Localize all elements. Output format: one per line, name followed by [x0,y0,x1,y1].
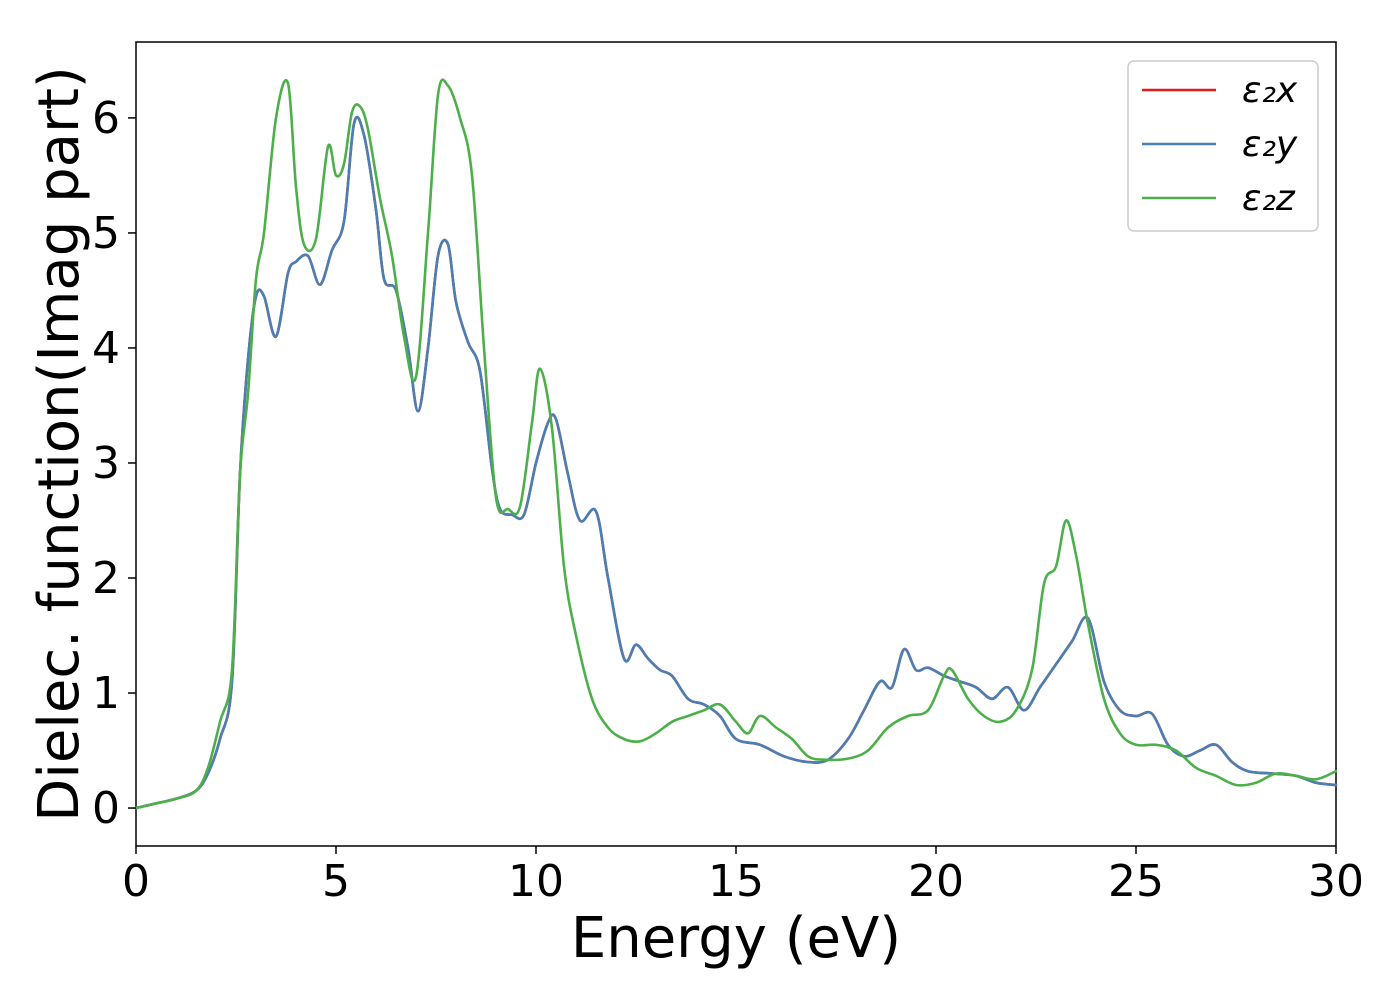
x-tick-label: 20 [908,856,964,907]
series-line-e2y [134,115,1338,810]
legend: ε₂x ε₂y ε₂z [1127,60,1319,232]
y-axis-ticks: 0 1 2 3 4 5 6 [92,93,136,834]
series-line-e2z [134,78,1338,810]
legend-entries: ε₂x ε₂y ε₂z [1142,70,1298,219]
series-lines [134,78,1338,810]
x-axis-label: Energy (eV) [571,906,901,971]
legend-frame [1127,60,1319,232]
legend-label: ε₂x [1242,70,1298,111]
x-tick-label: 0 [122,856,150,907]
x-tick-label: 15 [708,856,764,907]
y-tick-label: 5 [92,208,120,259]
y-tick-label: 6 [92,93,120,144]
y-axis-label: Dielec. function(Imag part) [27,66,92,822]
legend-entry-e2x: ε₂x [1142,70,1298,111]
legend-label: ε₂y [1242,124,1298,165]
x-tick-label: 5 [322,856,350,907]
x-tick-label: 25 [1108,856,1164,907]
y-tick-label: 0 [92,783,120,834]
x-axis-ticks: 0 5 10 15 20 25 30 [122,846,1364,907]
legend-label: ε₂z [1242,178,1296,219]
y-tick-label: 4 [92,323,120,374]
legend-entry-e2z: ε₂z [1142,178,1296,219]
y-tick-label: 3 [92,438,120,489]
x-tick-label: 10 [508,856,564,907]
x-tick-label: 30 [1308,856,1364,907]
y-tick-label: 2 [92,553,120,604]
y-tick-label: 1 [92,668,120,719]
legend-entry-e2y: ε₂y [1142,124,1298,165]
